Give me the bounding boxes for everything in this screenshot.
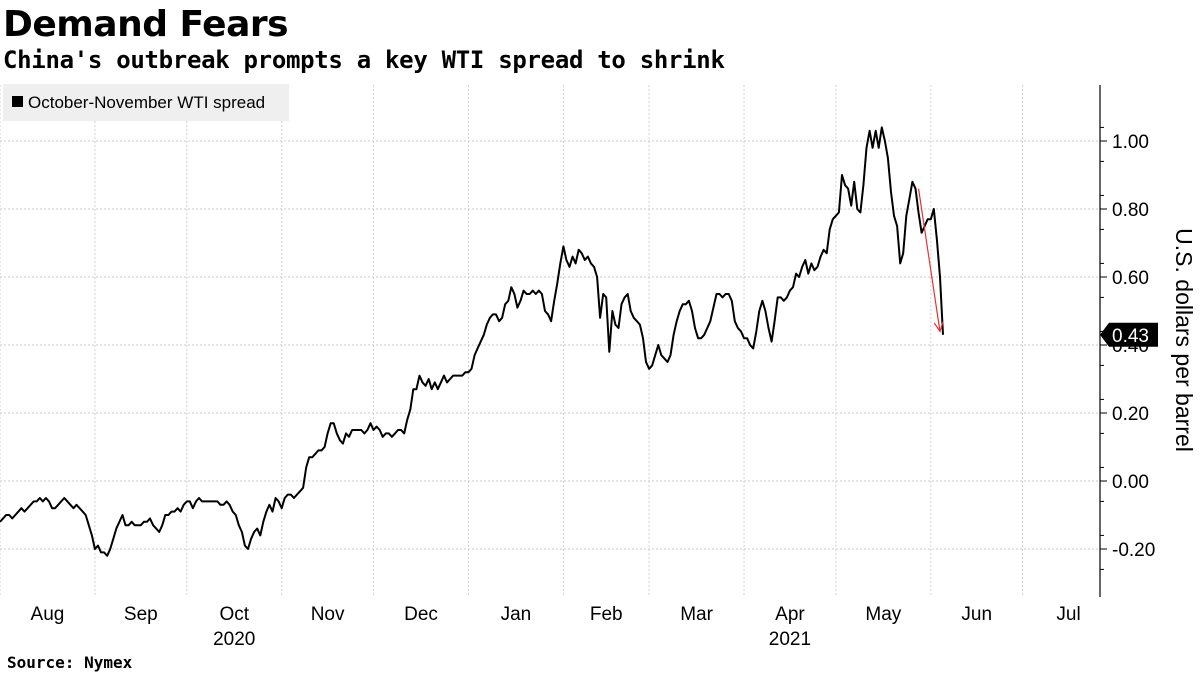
x-tick-label: Jun [961,604,992,625]
series-layer [0,126,944,557]
y-tick-label: 1.00 [1112,132,1149,153]
annotation-arrow-head [933,321,944,333]
x-tick-label: Aug [31,604,65,625]
chart-subtitle: China's outbreak prompts a key WTI sprea… [3,46,725,74]
y-tick-label: 0.20 [1112,404,1149,425]
x-tick-label: Sep [124,604,158,625]
annotation-arrow-shaft [917,188,941,332]
x-tick-label: Feb [590,604,623,625]
x-tick-label: Apr [775,604,805,625]
x-tick-label: Jul [1056,604,1080,625]
y-axis-title: U.S. dollars per barrel [1171,228,1197,452]
last-value-marker: 0.43 [1100,322,1158,347]
series-line [0,126,944,557]
y-tick-label: 0.80 [1112,200,1149,221]
annotations [917,188,944,333]
x-year-label: 2021 [769,629,811,650]
y-tick-label: 0.00 [1112,472,1149,493]
x-tick-label: Dec [404,604,438,625]
last-value-box [1100,322,1158,347]
chart-title: Demand Fears [3,4,289,45]
legend: October-November WTI spread [3,84,289,121]
legend-swatch [12,96,23,107]
x-tick-label: Nov [311,604,345,625]
x-tick-label: Oct [219,604,249,625]
gridlines [0,85,1100,597]
x-tick-label: Jan [501,604,532,625]
source-note: Source: Nymex [7,653,133,672]
legend-label: October-November WTI spread [28,93,265,112]
legend-box [3,84,289,121]
x-axis: Aug Sep Oct Nov Dec Jan Feb Mar Apr May Jun Jul 2020… [31,604,1081,650]
x-tick-label: Mar [680,604,713,625]
last-value-label: 0.43 [1112,326,1149,347]
y-tick-label: -0.20 [1112,540,1155,561]
y-tick-label: 0.60 [1112,268,1149,289]
x-tick-label: May [865,604,901,625]
x-year-label: 2020 [213,629,255,650]
